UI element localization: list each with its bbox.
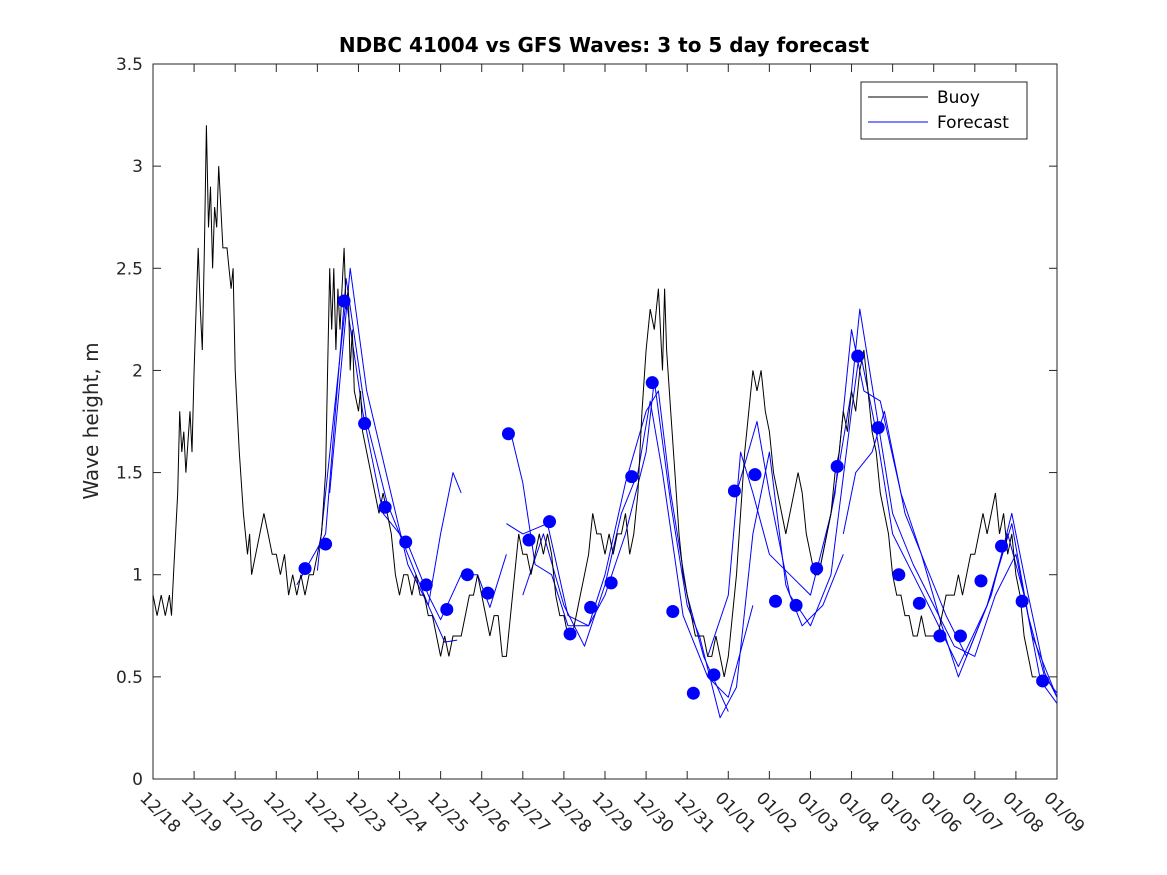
x-tick-label: 12/28 — [546, 788, 595, 837]
forecast-marker — [995, 539, 1009, 553]
forecast-marker — [1036, 674, 1050, 688]
forecast-marker — [666, 604, 680, 618]
x-tick-label: 12/31 — [670, 788, 719, 837]
x-tick-label: 12/27 — [505, 788, 554, 837]
forecast-marker — [912, 596, 926, 610]
forecast-marker — [522, 533, 536, 547]
forecast-marker — [727, 484, 741, 498]
forecast-marker — [645, 376, 659, 390]
forecast-marker — [933, 629, 947, 643]
legend-entry-buoy: Buoy — [937, 88, 980, 108]
x-tick-label: 12/24 — [382, 788, 431, 837]
x-tick-label: 12/23 — [341, 788, 390, 837]
x-tick-label: 01/05 — [875, 788, 924, 837]
forecast-marker — [481, 586, 495, 600]
y-axis-label: Wave height, m — [79, 342, 103, 499]
x-tick-label: 12/30 — [629, 788, 678, 837]
y-tick-label: 0 — [132, 770, 143, 790]
x-tick-label: 01/01 — [711, 788, 760, 837]
x-tick-label: 01/08 — [998, 788, 1047, 837]
x-tick-label: 12/25 — [423, 788, 472, 837]
y-axis: 0 0.5 1 1.5 2 2.5 3 3.5 — [116, 55, 1057, 790]
forecast-marker — [563, 627, 577, 641]
x-tick-label: 12/20 — [218, 788, 267, 837]
forecast-line-2 — [316, 298, 507, 621]
x-tick-label: 12/21 — [259, 788, 308, 837]
legend-box — [860, 81, 1028, 140]
legend-entry-forecast: Forecast — [937, 113, 1009, 133]
forecast-marker — [953, 629, 967, 643]
forecast-marker — [358, 417, 372, 431]
forecast-marker — [892, 568, 906, 582]
forecast-marker — [1015, 594, 1029, 608]
chart-title: NDBC 41004 vs GFS Waves: 3 to 5 day fore… — [339, 33, 870, 57]
forecast-marker — [707, 668, 721, 682]
forecast-marker — [871, 421, 885, 435]
y-tick-label: 1 — [132, 566, 143, 586]
y-tick-label: 2 — [132, 361, 143, 381]
forecast-marker — [830, 459, 844, 473]
forecast-marker — [974, 574, 988, 588]
forecast-markers — [298, 294, 1050, 700]
forecast-marker — [543, 515, 557, 529]
y-tick-label: 3.5 — [116, 55, 143, 75]
forecast-line-10 — [842, 410, 1058, 698]
x-tick-label: 01/07 — [957, 788, 1006, 837]
forecast-line-4 — [510, 390, 729, 712]
forecast-marker — [748, 468, 762, 482]
x-tick-label: 12/29 — [587, 788, 636, 837]
forecast-marker — [319, 537, 333, 551]
y-tick-label: 2.5 — [116, 259, 143, 279]
forecast-marker — [851, 349, 865, 363]
forecast-line-7 — [707, 308, 1058, 698]
x-tick-label: 12/22 — [300, 788, 349, 837]
forecast-marker — [810, 562, 824, 576]
x-tick-label: 12/18 — [135, 788, 184, 837]
forecast-line-8 — [736, 349, 1058, 704]
forecast-marker — [378, 500, 392, 514]
y-tick-label: 3 — [132, 157, 143, 177]
x-tick-label: 01/04 — [834, 788, 883, 837]
x-tick-label: 01/06 — [916, 788, 965, 837]
forecast-marker — [789, 598, 803, 612]
y-tick-label: 1.5 — [116, 464, 143, 484]
forecast-marker — [399, 535, 413, 549]
forecast-marker — [337, 294, 351, 308]
forecast-marker — [686, 686, 700, 700]
forecast-marker — [440, 602, 454, 616]
forecast-marker — [604, 576, 618, 590]
plot-area — [152, 63, 1058, 780]
forecast-marker — [298, 562, 312, 576]
buoy-line — [152, 125, 1037, 678]
forecast-marker — [501, 427, 515, 441]
forecast-marker — [769, 594, 783, 608]
y-tick-label: 0.5 — [116, 668, 143, 688]
x-tick-label: 12/26 — [464, 788, 513, 837]
forecast-marker — [419, 578, 433, 592]
x-tick-label: 01/03 — [793, 788, 842, 837]
x-tick-label: 12/19 — [177, 788, 226, 837]
legend: Buoy Forecast — [860, 81, 1028, 140]
x-tick-label: 01/09 — [1039, 788, 1088, 837]
forecast-marker — [584, 600, 598, 614]
forecast-marker — [460, 568, 474, 582]
forecast-marker — [625, 470, 639, 484]
x-tick-label: 01/02 — [752, 788, 801, 837]
